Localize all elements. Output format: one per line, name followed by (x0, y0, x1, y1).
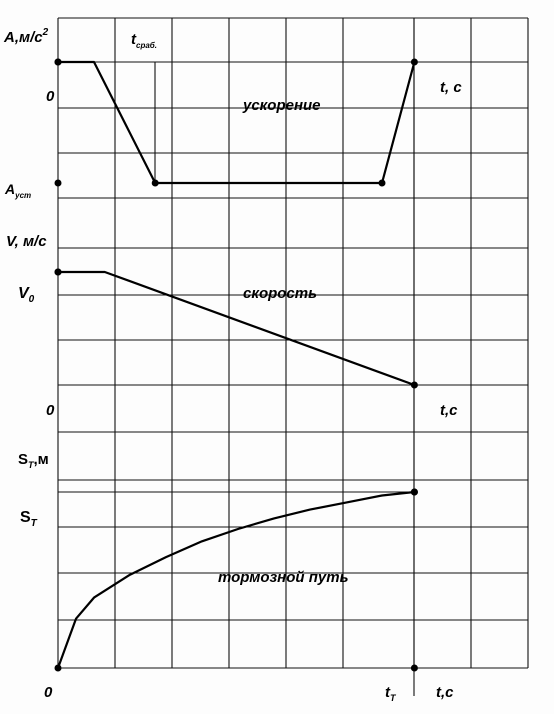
accel-series-name-label: ускорение (242, 97, 321, 114)
data-point-markers (54, 58, 418, 672)
accel-origin-label: 0 (46, 88, 55, 105)
speed-axis-label: V, м/с (6, 233, 47, 250)
t-sraba-tick-label: tсраб. (131, 31, 157, 50)
distance-data-point (54, 664, 62, 672)
st-end-reference-point (410, 488, 418, 496)
distance-axis-label: ST,м (18, 451, 49, 470)
speed-series-name-label: скорость (243, 285, 317, 302)
accel-zero-start-point (54, 58, 62, 66)
speed-origin-label: 0 (46, 402, 55, 419)
accel-time-axis-label: t, c (440, 79, 462, 96)
v0-tick-label: V0 (18, 285, 35, 305)
acceleration-series-line (58, 60, 416, 185)
speed-data-point (410, 381, 418, 389)
distance-series-name-label: тормозной путь (218, 569, 349, 586)
braking-distance-series-line (56, 490, 415, 669)
speed-series-line (58, 270, 415, 387)
accel-data-point (378, 179, 386, 187)
a-ust-tick-label: Aуст (4, 181, 31, 200)
accel-data-point (151, 179, 159, 187)
distance-origin-label: 0 (44, 684, 53, 701)
st-tick-label: ST (20, 509, 38, 529)
a-ust-start-point (54, 179, 62, 187)
t-t-axis-point (410, 664, 418, 672)
t-t-tick-label: tT (385, 684, 397, 703)
distance-time-axis-label: t,c (436, 684, 454, 701)
speed-time-axis-label: t,c (440, 402, 458, 419)
grid-lines (57, 17, 529, 696)
v0-start-point (54, 268, 62, 276)
accel-data-point (410, 58, 418, 66)
accel-axis-label: A,м/с2 (3, 27, 49, 46)
